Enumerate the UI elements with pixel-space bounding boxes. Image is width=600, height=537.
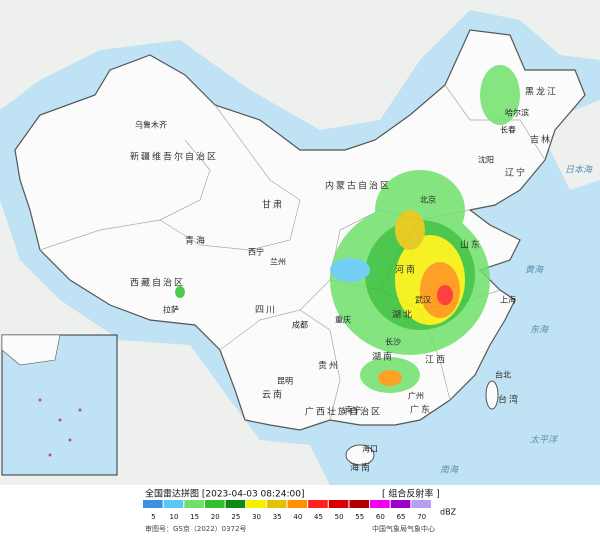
province-label: 四川	[255, 306, 277, 316]
source-credit: 中国气象局气象中心	[372, 524, 435, 533]
city-label: 拉萨	[163, 305, 179, 315]
legend-product: [ 组合反射率 ]	[382, 488, 440, 500]
sea-label: 南海	[440, 465, 460, 476]
legend-swatch	[225, 500, 246, 508]
city-label: 长沙	[385, 337, 401, 347]
legend-swatch	[349, 500, 370, 508]
legend-value: 60	[376, 513, 385, 521]
legend-scale: 5 10 15 20 25 30 35 40 45 50 55 60 65 70	[143, 500, 431, 521]
legend-value: 70	[417, 513, 426, 521]
legend-swatch	[163, 500, 184, 508]
legend-swatch	[266, 500, 287, 508]
city-label: 台北	[495, 370, 511, 380]
legend-swatch	[184, 500, 204, 508]
inset-islands	[38, 398, 82, 457]
province-label: 河南	[395, 264, 417, 276]
legend-value: 35	[273, 513, 282, 521]
legend-title: 全国雷达拼图 [2023-04-03 08:24:00]	[145, 488, 304, 500]
sea-label: 东海	[530, 325, 550, 336]
legend-value: 65	[397, 513, 406, 521]
legend-value: 30	[252, 513, 261, 521]
city-label: 沈阳	[478, 155, 494, 165]
city-label: 西宁	[248, 247, 264, 257]
province-label: 新疆维吾尔自治区	[130, 151, 218, 163]
legend-swatch	[143, 500, 163, 508]
legend-swatch	[411, 500, 431, 508]
city-label: 长春	[500, 125, 516, 135]
taiwan-island	[485, 380, 499, 410]
legend-value: 55	[355, 513, 364, 521]
sea-label: 日本海	[565, 165, 594, 176]
city-label: 南宁	[345, 405, 361, 415]
legend-swatch	[287, 500, 308, 508]
legend-value: 20	[211, 513, 220, 521]
city-label: 成都	[292, 320, 308, 330]
legend-value: 45	[314, 513, 323, 521]
legend-unit: dBZ	[440, 508, 457, 517]
legend-value: 10	[170, 513, 179, 521]
legend-swatch	[370, 500, 390, 508]
province-label: 山东	[460, 239, 482, 251]
legend-swatch	[246, 500, 266, 508]
city-label: 北京	[420, 195, 436, 205]
province-label: 甘肃	[262, 199, 284, 211]
province-label: 青海	[185, 235, 207, 247]
legend-swatch	[328, 500, 349, 508]
radar-echoes	[175, 65, 520, 393]
province-label: 广东	[410, 404, 432, 416]
legend-swatch	[308, 500, 328, 508]
legend-value: 50	[335, 513, 344, 521]
province-label: 江西	[425, 355, 447, 366]
province-label: 广西壮族自治区	[305, 406, 382, 418]
city-label: 兰州	[270, 257, 286, 267]
legend-value: 15	[190, 513, 199, 521]
city-label: 昆明	[277, 377, 293, 386]
city-label: 重庆	[335, 315, 351, 325]
legend-value: 5	[151, 513, 155, 521]
province-label: 云南	[262, 389, 284, 401]
hainan-island	[345, 444, 375, 466]
legend-value: 40	[293, 513, 302, 521]
sea-label: 黄海	[525, 265, 545, 276]
neighbor-land	[0, 0, 600, 130]
province-label: 贵州	[318, 360, 340, 372]
sea-label: 太平洋	[530, 435, 558, 446]
province-label: 吉林	[530, 134, 552, 146]
legend-panel	[0, 485, 600, 537]
province-label: 黑龙江	[525, 86, 558, 98]
province-label: 辽宁	[505, 167, 527, 179]
approval-number: 审图号：GS京（2022）0372号	[145, 524, 247, 533]
city-label: 哈尔滨	[505, 108, 529, 118]
legend-swatch	[204, 500, 225, 508]
province-label: 西藏自治区	[130, 277, 185, 289]
province-label: 内蒙古自治区	[325, 180, 391, 192]
legend-swatch	[390, 500, 411, 508]
province-label: 台湾	[498, 394, 520, 406]
province-label: 湖北	[392, 310, 414, 321]
inset-land	[1, 334, 61, 366]
city-label: 乌鲁木齐	[135, 120, 167, 130]
city-label: 武汉	[415, 295, 431, 305]
city-label: 上海	[500, 295, 516, 305]
city-label: 广州	[408, 391, 424, 401]
legend-value: 25	[231, 513, 240, 521]
province-label: 湖南	[372, 351, 394, 363]
city-label: 海口	[362, 444, 378, 454]
province-label: 海南	[350, 462, 372, 474]
